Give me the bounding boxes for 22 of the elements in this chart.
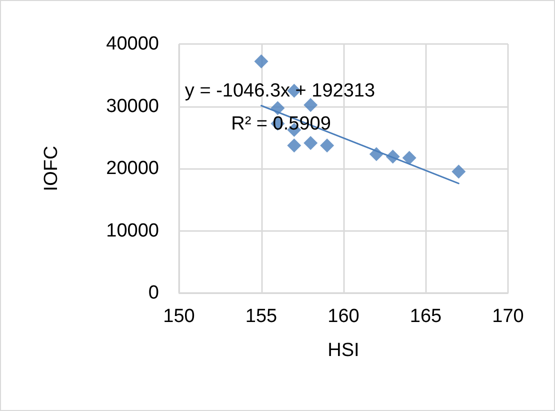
x-tick-label: 155 (245, 306, 278, 327)
x-tick-label: 150 (163, 306, 195, 327)
y-tick-label: 10000 (106, 220, 159, 242)
point (304, 136, 318, 150)
x-axis-title: HSI (328, 340, 360, 361)
y-tick-label: 20000 (106, 158, 159, 179)
point (402, 150, 416, 165)
x-tick-label: 170 (492, 306, 524, 327)
y-axis-title: IOFC (41, 146, 62, 192)
point (452, 164, 466, 179)
x-tick-label: 160 (328, 306, 360, 327)
point (369, 147, 384, 162)
point (270, 101, 285, 116)
y-tick-label: 30000 (106, 96, 159, 117)
point (320, 138, 334, 152)
y-tick-label: 40000 (106, 34, 159, 54)
point (254, 54, 268, 68)
point (304, 98, 318, 112)
x-tick-label: 165 (410, 306, 442, 327)
y-tick-label: 0 (148, 282, 159, 304)
point (386, 150, 400, 164)
point (287, 138, 302, 152)
